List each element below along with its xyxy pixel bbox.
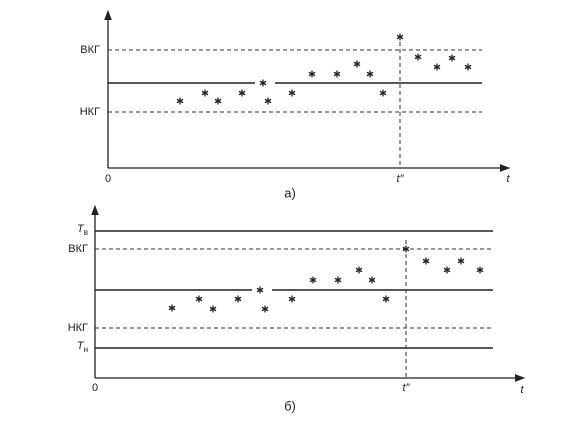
bottom-label: Tн [77, 340, 88, 354]
star-stroke [414, 54, 422, 60]
star-stroke [402, 246, 410, 252]
subscript: в [84, 228, 88, 237]
origin: 0 [92, 382, 98, 394]
symbol: T [77, 340, 85, 352]
measurement-star [256, 286, 264, 294]
measurement-star [353, 60, 361, 68]
measurement-star [259, 79, 267, 87]
star-stroke [176, 98, 184, 104]
measurement-star [234, 295, 242, 303]
star-stroke [422, 258, 430, 264]
measurement-star [261, 305, 269, 313]
star-stroke [379, 90, 387, 96]
star-stroke [448, 55, 456, 61]
measurement-star [443, 266, 451, 274]
star-stroke [366, 71, 374, 77]
caption: б) [284, 398, 296, 413]
star-stroke [168, 305, 176, 311]
upper-label: ВКГ [80, 44, 100, 56]
star-stroke [443, 267, 451, 273]
star-stroke [256, 287, 264, 293]
measurement-star [334, 276, 342, 284]
star-stroke [464, 64, 472, 70]
measurement-star [333, 70, 341, 78]
measurement-star [264, 97, 272, 105]
star-stroke [382, 296, 390, 302]
t-mark: t″ [403, 382, 411, 394]
measurement-star [288, 89, 296, 97]
measurement-star [288, 295, 296, 303]
star-stroke [433, 64, 441, 70]
panel-a: ВКГ НКГ 0 t″ t а) [80, 9, 510, 200]
measurement-star [457, 257, 465, 265]
measurement-star [195, 295, 203, 303]
measurement-star [402, 245, 410, 253]
caption: а) [284, 185, 296, 200]
star-stroke [259, 80, 267, 86]
star-stroke [457, 258, 465, 264]
measurement-star [422, 257, 430, 265]
t-mark: t″ [397, 173, 405, 185]
star-stroke [288, 296, 296, 302]
measurement-star [366, 70, 374, 78]
measurement-star [209, 305, 217, 313]
axis-label: t [506, 173, 510, 185]
star-stroke [334, 277, 342, 283]
star-stroke [234, 296, 242, 302]
measurement-star [238, 89, 246, 97]
upper-label: ВКГ [68, 243, 88, 255]
star-stroke [333, 71, 341, 77]
panel-b: Tв ВКГ НКГ Tн 0 t″ t б) [68, 204, 526, 413]
star-stroke [264, 98, 272, 104]
measurement-star [201, 89, 209, 97]
measurement-star [168, 304, 176, 312]
measurement-star [433, 63, 441, 71]
origin: 0 [105, 173, 111, 185]
star-stroke [308, 71, 316, 77]
star-stroke [396, 34, 404, 40]
star-stroke [355, 267, 363, 273]
star-stroke [238, 90, 246, 96]
star-stroke [209, 306, 217, 312]
measurement-star [464, 63, 472, 71]
top-label: Tв [77, 223, 88, 237]
star-stroke [368, 277, 376, 283]
symbol: T [77, 223, 85, 235]
measurement-star [476, 266, 484, 274]
star-stroke [353, 61, 361, 67]
measurement-star [414, 53, 422, 61]
measurement-star [309, 276, 317, 284]
star-stroke [288, 90, 296, 96]
axis-label: t [520, 384, 524, 396]
lower-label: НКГ [80, 106, 100, 118]
measurement-star [396, 33, 404, 41]
star-stroke [214, 98, 222, 104]
star-stroke [201, 90, 209, 96]
measurement-star [355, 266, 363, 274]
measurement-star [308, 70, 316, 78]
measurement-star [448, 54, 456, 62]
star-stroke [195, 296, 203, 302]
lower-label: НКГ [68, 322, 88, 334]
measurement-star [368, 276, 376, 284]
subscript: н [84, 345, 88, 354]
star-stroke [261, 306, 269, 312]
measurement-star [176, 97, 184, 105]
star-stroke [309, 277, 317, 283]
measurement-star [382, 295, 390, 303]
measurement-star [379, 89, 387, 97]
measurement-star [214, 97, 222, 105]
star-stroke [476, 267, 484, 273]
